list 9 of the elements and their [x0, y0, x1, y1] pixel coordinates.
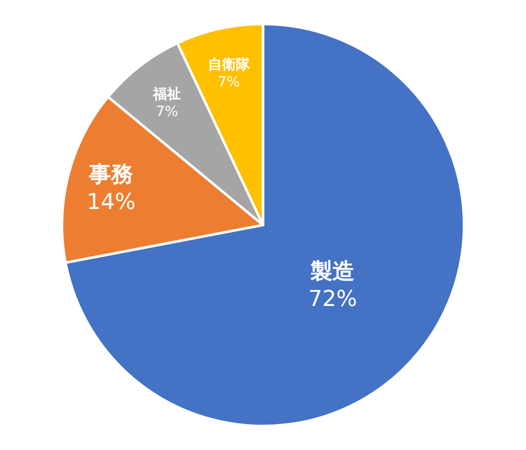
slice-label: 自衛隊	[208, 56, 251, 74]
slice-label: 福祉	[152, 85, 181, 102]
data-label: 14%	[86, 190, 136, 216]
data-label: 72%	[308, 286, 358, 312]
data-label: 7%	[218, 74, 240, 91]
pie-slice	[64, 22, 466, 428]
data-label: 7%	[156, 104, 178, 120]
slice-label: 事務	[88, 162, 134, 188]
slice-label: 製造	[310, 259, 355, 284]
